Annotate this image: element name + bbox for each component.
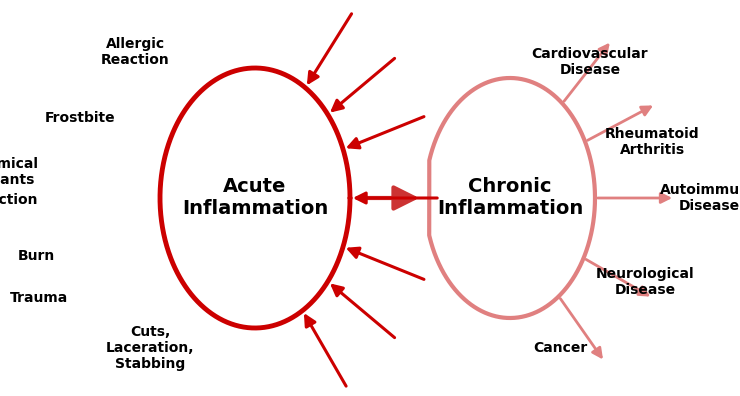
Text: Allergic
Reaction: Allergic Reaction — [101, 37, 169, 67]
Text: Neurological
Disease: Neurological Disease — [596, 267, 694, 297]
Text: Chronic
Inflammation: Chronic Inflammation — [437, 177, 583, 219]
Text: Cancer: Cancer — [533, 341, 587, 355]
Text: Chemical
Irritants: Chemical Irritants — [0, 157, 38, 187]
Text: Acute
Inflammation: Acute Inflammation — [182, 177, 328, 219]
Text: Burn: Burn — [18, 249, 55, 263]
Text: Autoimmune
Disease: Autoimmune Disease — [660, 183, 740, 213]
Text: Infection: Infection — [0, 193, 38, 207]
Text: Rheumatoid
Arthritis: Rheumatoid Arthritis — [605, 127, 699, 157]
Text: Frostbite: Frostbite — [44, 111, 115, 125]
Text: Trauma: Trauma — [10, 291, 68, 305]
Text: Cardiovascular
Disease: Cardiovascular Disease — [531, 47, 648, 77]
Text: Cuts,
Laceration,
Stabbing: Cuts, Laceration, Stabbing — [106, 325, 194, 371]
